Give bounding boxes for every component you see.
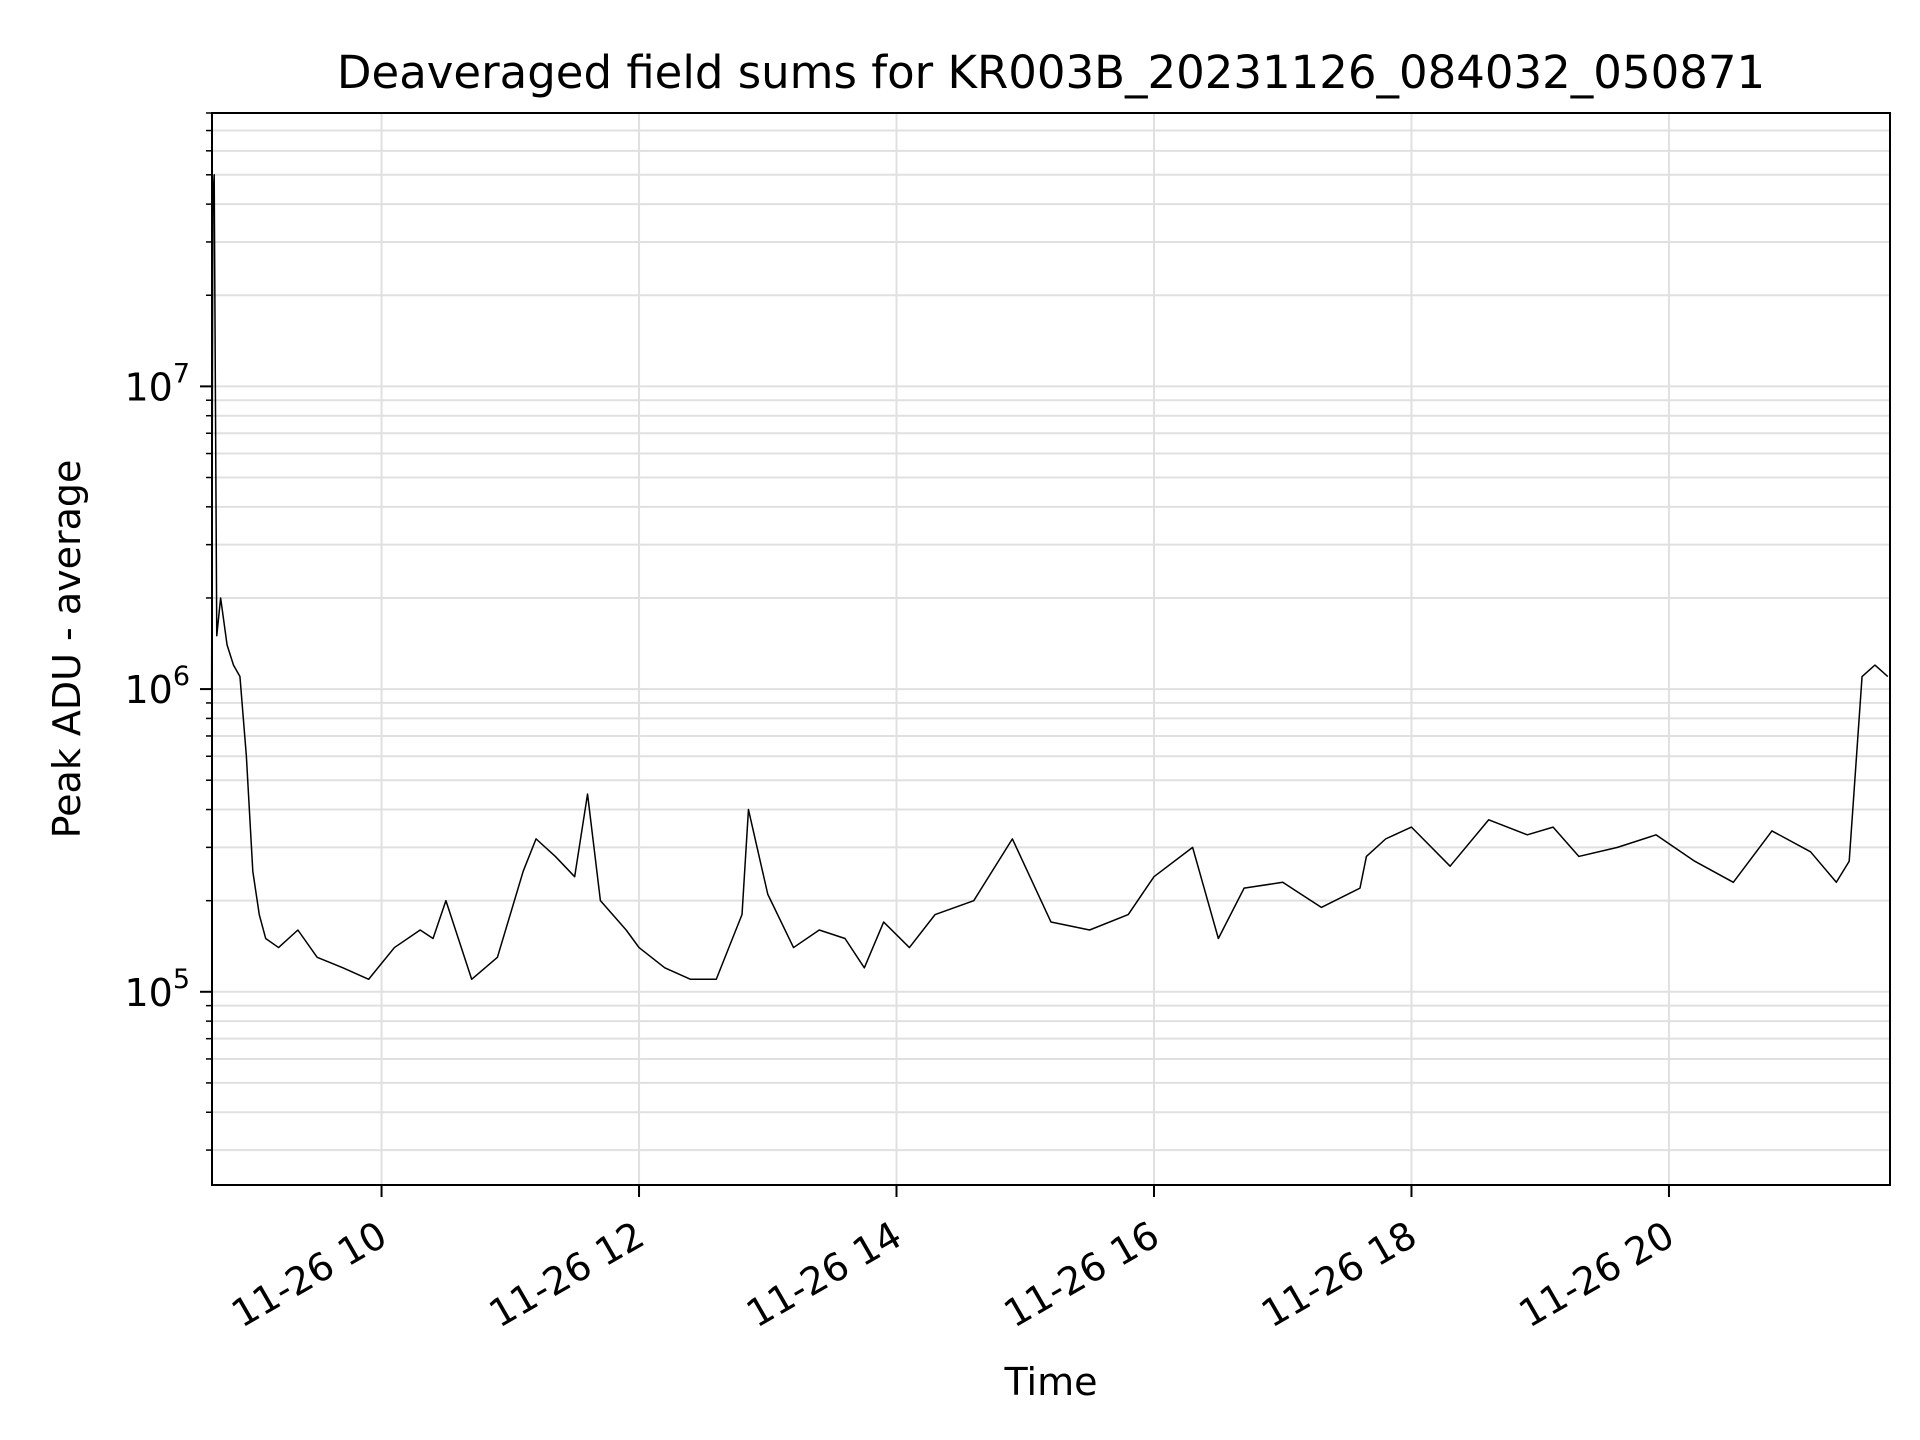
y-tick-label-base: 10 xyxy=(124,365,172,409)
y-tick-label-base: 10 xyxy=(124,971,172,1015)
data-series xyxy=(210,174,1889,981)
y-axis-label: Peak ADU - average xyxy=(45,460,89,839)
y-tick-label: 107 xyxy=(124,358,190,409)
y-tick-label: 106 xyxy=(124,661,190,712)
chart-title: Deaveraged field sums for KR003B_2023112… xyxy=(337,46,1765,99)
y-tick-label-exponent: 7 xyxy=(173,358,190,389)
y-tick-label: 105 xyxy=(124,964,190,1015)
x-axis-label: Time xyxy=(1004,1360,1098,1404)
y-tick-label-exponent: 5 xyxy=(173,964,190,995)
y-tick-label-base: 10 xyxy=(124,668,172,712)
plot-frame xyxy=(211,112,1891,1186)
series-line xyxy=(210,174,1889,981)
y-tick-label-exponent: 6 xyxy=(173,661,190,692)
